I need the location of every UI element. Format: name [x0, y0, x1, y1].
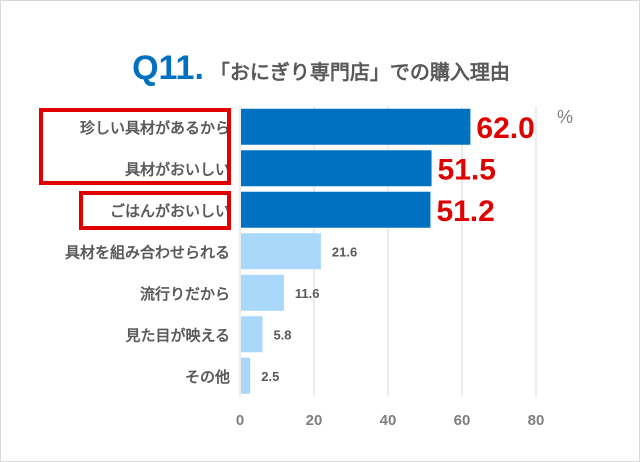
x-tick-label: 60 — [454, 412, 471, 429]
chart-title: Q11. 「おにぎり専門店」での購入理由 — [1, 49, 639, 88]
chart-subtitle: 「おにぎり専門店」での購入理由 — [209, 60, 510, 84]
data-label: 5.8 — [273, 327, 291, 342]
bar — [241, 316, 263, 353]
data-label: 21.6 — [332, 244, 357, 259]
data-label: 11.6 — [295, 286, 320, 301]
category-label: 具材がおいしい — [125, 160, 230, 178]
bar — [241, 108, 471, 145]
data-label: 62.0 — [476, 112, 534, 145]
unit-label: % — [557, 107, 573, 127]
x-tick-label: 0 — [236, 412, 244, 429]
data-label: 51.2 — [436, 195, 494, 228]
category-label: その他 — [185, 368, 230, 386]
bar — [241, 191, 431, 228]
highlight-box — [79, 191, 231, 230]
bar — [241, 150, 432, 187]
question-number: Q11. — [132, 49, 204, 87]
category-label: 見た目が映える — [124, 326, 230, 344]
category-label: 流行りだから — [140, 285, 230, 303]
category-label: 具材を組み合わせられる — [65, 243, 230, 261]
category-label: 珍しい具材があるから — [80, 119, 230, 137]
x-tick-label: 20 — [306, 412, 323, 429]
bar — [241, 274, 284, 311]
x-tick-label: 40 — [380, 412, 397, 429]
data-label: 2.5 — [261, 369, 279, 384]
x-tick-label: 80 — [528, 412, 545, 429]
highlight-box — [39, 108, 231, 185]
category-label: ごはんがおいしい — [110, 202, 230, 220]
bar — [241, 357, 251, 394]
data-label: 51.5 — [438, 153, 496, 186]
bar — [241, 233, 321, 270]
